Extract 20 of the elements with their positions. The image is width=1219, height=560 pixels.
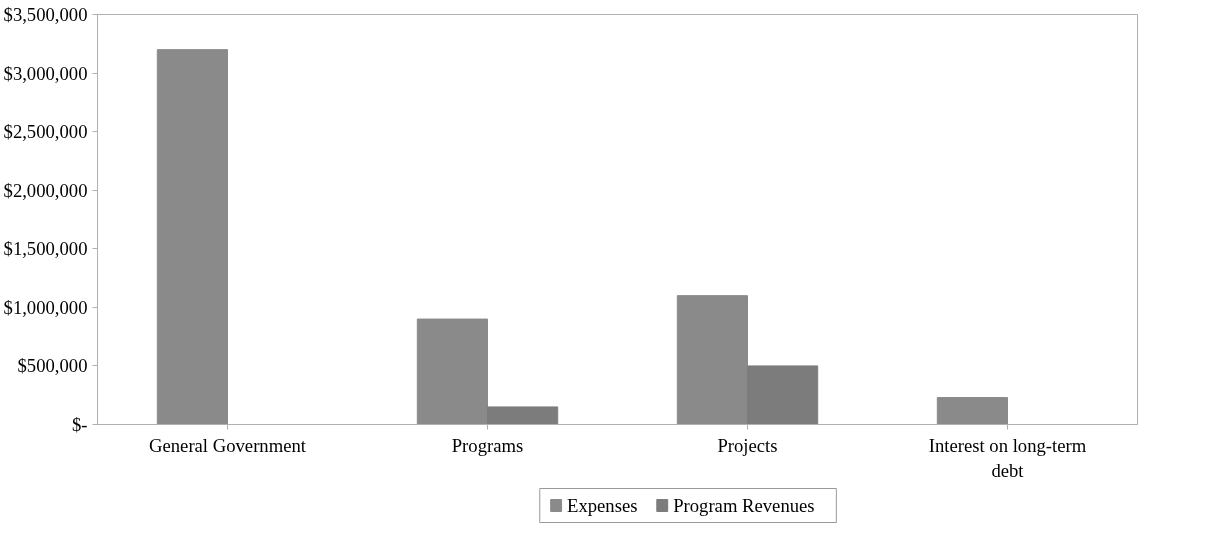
legend-label: Expenses: [567, 495, 638, 516]
y-tick-label: $1,000,000: [3, 296, 88, 318]
y-tick-label: $3,500,000: [3, 4, 88, 25]
x-tick-label: General Government: [149, 434, 307, 456]
bar: [416, 318, 488, 425]
bar: [747, 365, 819, 425]
y-tick-label: $2,000,000: [3, 179, 88, 201]
legend-label: Program Revenues: [673, 495, 815, 516]
bar: [487, 406, 559, 425]
bar: [156, 49, 228, 425]
y-tick-label: $-: [71, 414, 88, 435]
x-tick-label: Interest on long-term debt: [928, 434, 1087, 481]
x-tick-label: Programs: [451, 434, 524, 456]
bar: [936, 397, 1008, 425]
y-tick-label: $1,500,000: [3, 238, 88, 260]
y-tick-label: $2,500,000: [3, 121, 88, 143]
x-tick-label: Projects: [717, 434, 778, 456]
y-tick-label: $500,000: [17, 355, 88, 377]
bar: [676, 295, 748, 425]
y-tick-label: $3,000,000: [3, 62, 88, 84]
